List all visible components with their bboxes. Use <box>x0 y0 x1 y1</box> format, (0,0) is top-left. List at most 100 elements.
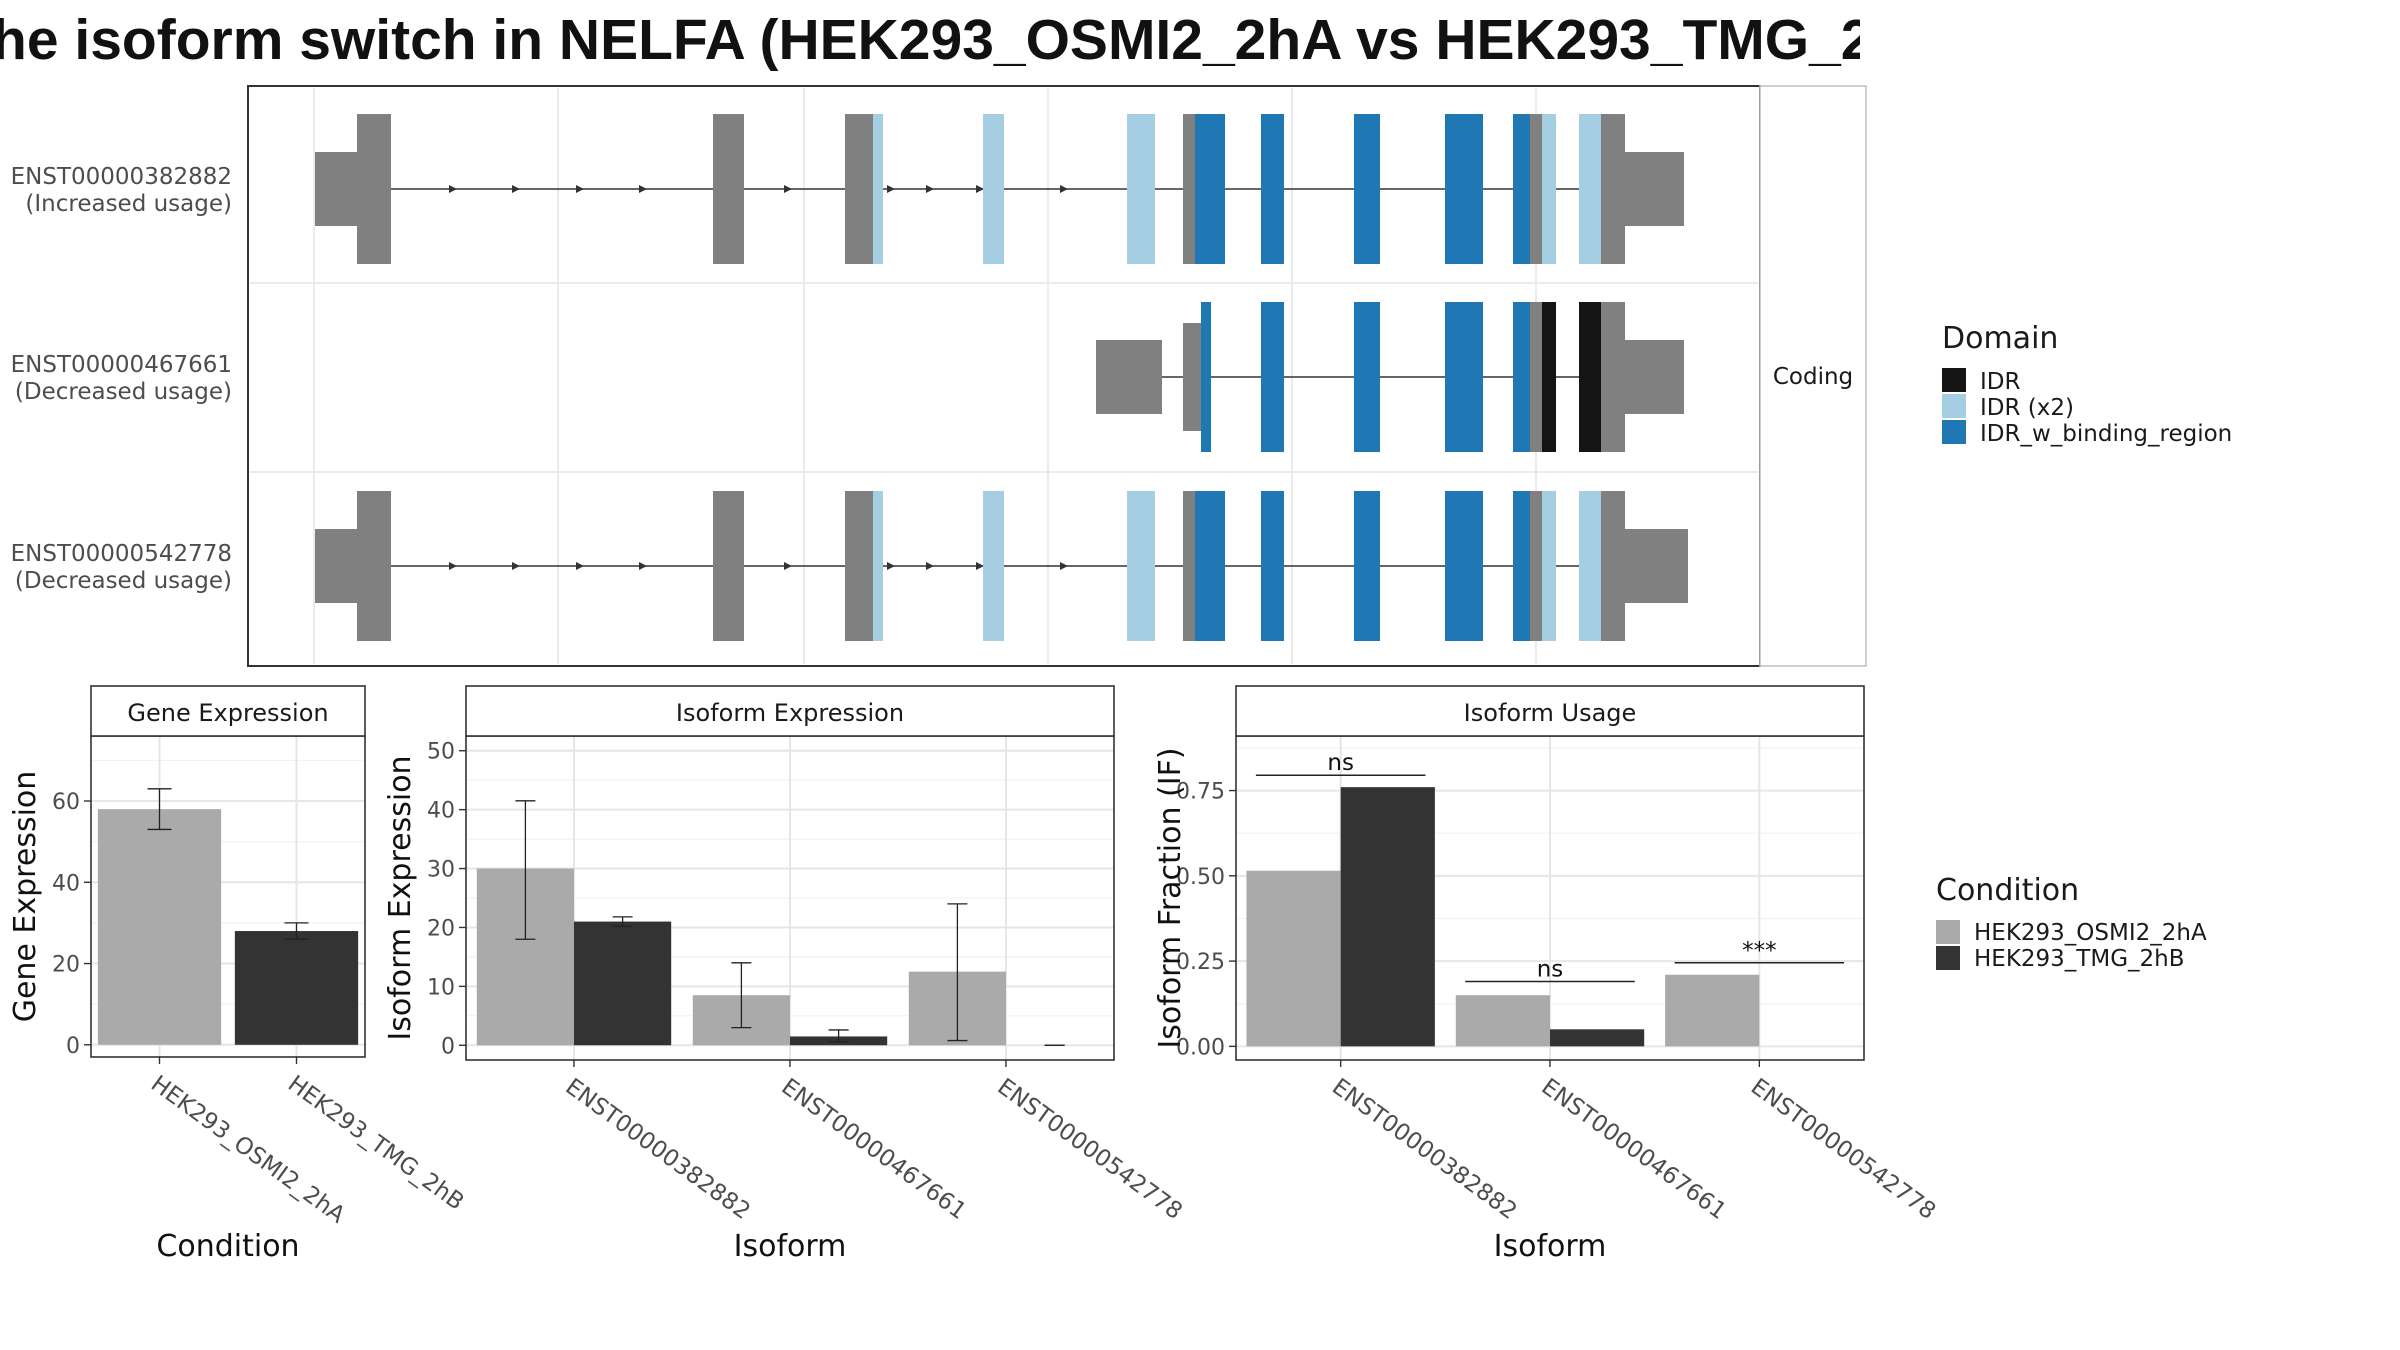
strand-arrow <box>512 562 520 570</box>
utr-5prime <box>315 529 357 603</box>
legend-label: IDR (x2) <box>1980 395 2074 421</box>
strand-arrow <box>926 562 934 570</box>
chart-panel-1: Gene Expression0204060HEK293_OSMI2_2hAHE… <box>8 685 469 1264</box>
domain-idr-binding <box>1195 114 1225 264</box>
strand-arrow <box>1060 185 1068 193</box>
chart-panel-3: ns ns *** Isoform Usage 0.00 0.25 0.50 0.75 ENST… <box>1153 685 1940 1264</box>
y-tick-label: 0.50 <box>1176 865 1225 890</box>
bar <box>1455 995 1550 1047</box>
transcript-model <box>315 491 1688 641</box>
strand-arrow <box>639 185 647 193</box>
exon <box>1601 114 1625 264</box>
domain-idr-binding <box>1261 491 1284 641</box>
strand-arrow <box>926 185 934 193</box>
bar <box>1340 787 1435 1047</box>
significance-label: *** <box>1742 938 1777 964</box>
bar <box>1246 870 1341 1047</box>
panel-strip <box>465 685 1115 737</box>
figure-title: he isoform switch in NELFA (HEK293_OSMI2… <box>0 8 1860 72</box>
transcript-label-usage: (Increased usage) <box>25 191 232 217</box>
exon <box>357 491 391 641</box>
y-tick-label: 0.75 <box>1176 780 1225 805</box>
x-tick-label: ENST00000382882 <box>560 1074 754 1225</box>
exon <box>357 114 391 264</box>
domain-idr-x2 <box>1579 114 1601 264</box>
utr-5prime <box>1096 340 1162 414</box>
domain-idr-binding <box>1354 491 1380 641</box>
domain-idr-x2 <box>873 114 883 264</box>
panel-title: Isoform Usage <box>1464 699 1637 727</box>
transcript-label-usage: (Decreased usage) <box>15 568 232 594</box>
x-tick-label: ENST00000467661 <box>776 1074 970 1225</box>
strand-arrow <box>449 185 457 193</box>
domain-idr-x2 <box>983 114 1004 264</box>
bar <box>574 921 672 1046</box>
domain-idr-binding <box>1261 302 1284 452</box>
strand-arrow <box>887 185 895 193</box>
strand-arrow <box>449 562 457 570</box>
y-tick-label: 0.00 <box>1176 1035 1225 1060</box>
panel-strip <box>1235 685 1865 737</box>
exon <box>1601 491 1625 641</box>
bar <box>1665 974 1760 1047</box>
panel-title: Gene Expression <box>127 699 328 727</box>
y-axis-title: Gene Expression <box>8 771 43 1023</box>
significance-label: ns <box>1537 957 1564 983</box>
transcript-structure-panel: Coding ENST00000382882(Increased usage) EN… <box>11 85 1867 667</box>
legend-key <box>1936 920 1960 944</box>
x-tick-label: ENST00000467661 <box>1536 1074 1730 1225</box>
legend-key <box>1942 368 1966 392</box>
domain-idr-x2 <box>1579 491 1601 641</box>
strand-arrow <box>639 562 647 570</box>
utr-3prime <box>1625 152 1684 226</box>
y-tick-label: 40 <box>52 871 80 896</box>
domain-idr-binding <box>1513 114 1530 264</box>
domain-legend-title: Domain <box>1942 321 2058 356</box>
domain-idr-binding <box>1445 302 1483 452</box>
exon <box>845 491 873 641</box>
exon <box>1530 491 1542 641</box>
domain-idr-binding <box>1201 302 1211 452</box>
domain-idr-binding <box>1261 114 1284 264</box>
x-axis-title: Isoform <box>734 1229 847 1264</box>
domain-idr-binding <box>1513 491 1530 641</box>
domain-idr-binding <box>1354 114 1380 264</box>
strand-arrow <box>576 185 584 193</box>
domain-idr <box>1542 302 1556 452</box>
strand-arrow <box>784 185 792 193</box>
condition-legend-title: Condition <box>1936 873 2079 908</box>
exon <box>1601 302 1625 452</box>
exon <box>1530 302 1542 452</box>
x-tick-label: ENST00000542778 <box>1746 1074 1940 1225</box>
x-tick-label: ENST00000382882 <box>1327 1074 1521 1225</box>
exon <box>1530 114 1542 264</box>
domain-idr-binding <box>1354 302 1380 452</box>
domain-idr-x2 <box>1542 491 1556 641</box>
chart-panel-2: Isoform Expression 0 10 20 30 40 50 ENST0000038… <box>383 685 1187 1264</box>
facet-strip-label: Coding <box>1773 364 1853 390</box>
strand-arrow <box>784 562 792 570</box>
y-tick-label: 20 <box>427 916 455 941</box>
y-tick-label: 0 <box>66 1034 80 1059</box>
exon <box>1183 114 1195 264</box>
y-axis-title: Isoform Expression <box>383 755 418 1040</box>
exon <box>1183 491 1195 641</box>
y-tick-label: 50 <box>427 740 455 765</box>
domain-idr-binding <box>1445 114 1483 264</box>
domain-idr-x2 <box>873 491 883 641</box>
transcript-model <box>315 114 1684 264</box>
domain-idr-binding <box>1195 491 1225 641</box>
legend-label: IDR_w_binding_region <box>1980 421 2232 447</box>
domain-idr-x2 <box>1127 491 1155 641</box>
strand-arrow <box>576 562 584 570</box>
utr-5prime <box>315 152 357 226</box>
y-axis-title: Isoform Fraction (IF) <box>1153 747 1188 1048</box>
transcript-model <box>1096 302 1684 452</box>
legend-label: HEK293_OSMI2_2hA <box>1974 920 2207 946</box>
x-axis-title: Isoform <box>1494 1229 1607 1264</box>
facet-strip <box>1759 85 1867 667</box>
y-tick-label: 30 <box>427 858 455 883</box>
strand-arrow <box>887 562 895 570</box>
